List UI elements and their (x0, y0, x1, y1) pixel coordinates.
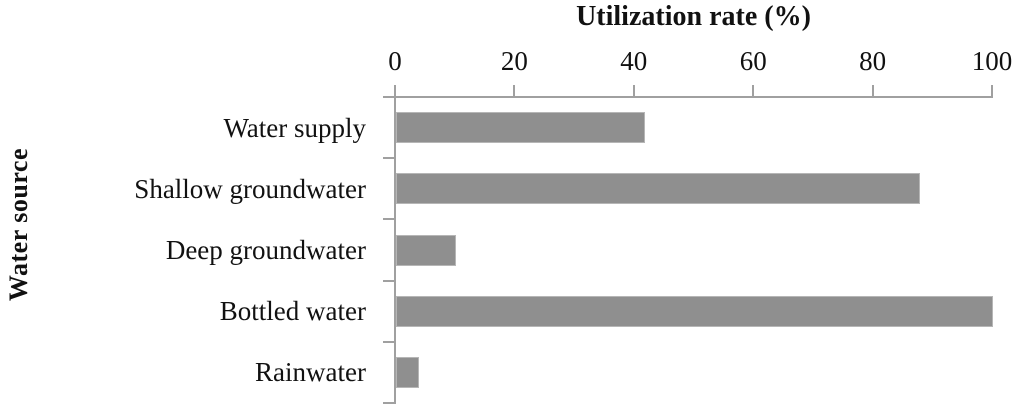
x-tick-label: 60 (739, 46, 767, 76)
x-tick-mark (991, 85, 993, 97)
y-tick-mark (383, 402, 395, 404)
bar (396, 356, 420, 388)
x-axis-title: Utilization rate (%) (576, 1, 811, 32)
category-label: Water supply (223, 112, 366, 143)
x-tick-mark (394, 85, 396, 97)
y-tick-mark (383, 340, 395, 343)
y-tick-mark (383, 218, 395, 221)
category-label: Shallow groundwater (134, 173, 366, 204)
y-tick-mark (383, 157, 395, 160)
category-label: Bottled water (219, 296, 366, 327)
bar (396, 295, 993, 327)
y-tick-mark (383, 279, 395, 282)
x-tick-mark (513, 85, 516, 97)
x-axis-line (395, 96, 993, 98)
y-tick-mark (383, 96, 395, 98)
bar (396, 234, 456, 266)
x-tick-label: 100 (971, 46, 1013, 76)
bar (396, 173, 921, 205)
bar (396, 112, 645, 144)
x-tick-label: 40 (620, 46, 648, 76)
x-tick-label: 80 (859, 46, 887, 76)
x-tick-label: 0 (388, 46, 402, 76)
x-tick-mark (752, 85, 755, 97)
category-label: Deep groundwater (165, 235, 366, 265)
x-tick-label: 20 (500, 46, 528, 76)
x-tick-mark (632, 85, 635, 97)
y-axis-line (394, 96, 396, 404)
category-label: Rainwater (255, 357, 366, 388)
x-tick-mark (871, 85, 874, 97)
